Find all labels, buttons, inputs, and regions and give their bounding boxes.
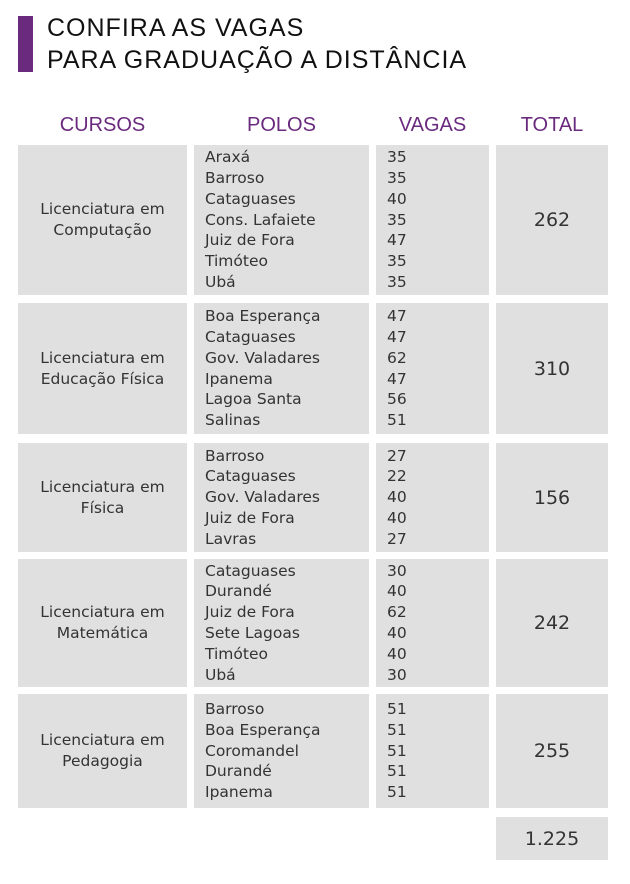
vagas-value: 51 [387,720,407,739]
course-cell: Licenciatura em Computação [18,145,187,295]
course-name-line: Matemática [56,624,149,642]
title-line-2: PARA GRADUAÇÃO A DISTÂNCIA [47,46,468,74]
polo-name: Boa Esperança [205,307,321,326]
vagas-value: 40 [387,508,407,527]
vagas-value: 47 [387,307,407,326]
vagas-value: 47 [387,369,407,388]
vagas-value: 35 [387,148,407,167]
polo-name: Barroso [205,169,265,187]
vagas-value: 40 [387,488,407,507]
vagas-value: 51 [387,700,407,718]
course-name-line: Educação Física [40,369,165,388]
vagas-cell: 51 51 51 51 51 [376,694,489,808]
polo-name: Cataguases [205,467,296,486]
polo-name: Barroso [205,700,265,718]
polo-name: Cataguases [205,327,296,346]
polo-name: Ubá [205,665,236,684]
course-name-line: Licenciatura em [40,731,165,749]
course-name-line: Licenciatura em [40,200,165,218]
polo-name: Boa Esperança [205,720,321,739]
vagas-value: 30 [387,561,407,580]
course-name-line: Licenciatura em [40,477,165,496]
header-total: TOTAL [520,114,584,136]
vagas-value: 40 [387,582,407,601]
polo-name: Barroso [205,446,265,465]
vagas-value: 22 [387,467,407,486]
vagas-value: 35 [387,169,407,187]
vagas-value: 56 [387,390,407,409]
vagas-value: 35 [387,252,407,271]
polo-name: Juiz de Fora [205,508,295,527]
header-polos: POLOS [247,114,316,136]
row-total: 156 [496,443,608,552]
vagas-value: 40 [387,644,407,663]
vagas-value: 40 [387,624,407,642]
vagas-value: 51 [387,741,407,760]
header-vagas: VAGAS [398,114,467,136]
polos-cell: Barroso Cataguases Gov. Valadares Juiz de F… [194,443,369,552]
title-line-1: CONFIRA AS VAGAS [47,14,305,42]
polo-name: Araxá [205,148,251,167]
polo-name: Salinas [205,411,261,430]
vagas-value: 47 [387,327,407,346]
polo-name: Ipanema [205,783,273,802]
vagas-value: 35 [387,272,407,291]
row-total: 310 [496,303,608,434]
vagas-value: 62 [387,348,407,367]
polo-name: Sete Lagoas [205,624,300,642]
course-name-line: Física [80,498,125,517]
course-cell: Licenciatura em Física [18,443,187,552]
course-cell: Licenciatura em Matemática [18,559,187,687]
polo-name: Gov. Valadares [205,488,321,507]
title-accent-bar [18,16,33,72]
polo-name: Ipanema [205,369,273,388]
polos-cell: Cataguases Durandé Juiz de Fora Sete Lagoas… [194,559,369,687]
course-name-line: Licenciatura em [40,603,165,621]
vagas-value: 62 [387,603,407,622]
vagas-value: 51 [387,762,407,781]
polo-name: Cataguases [205,189,296,208]
polo-name: Gov. Valadares [205,348,321,367]
polo-name: Durandé [205,582,272,601]
polos-cell: Boa Esperança Cataguases Gov. Valadares Ipa… [194,303,369,434]
row-total: 262 [496,145,608,295]
course-name-line: Computação [53,221,152,239]
course-name-line: Pedagogia [62,752,143,770]
course-name-line: Licenciatura em [40,348,165,367]
polo-name: Timóteo [205,252,268,271]
vagas-value: 35 [387,210,407,229]
polos-cell: Araxá Barroso Cataguases Cons. Lafaiete Juiz… [194,145,369,295]
vagas-cell: 47 47 62 47 56 51 [376,303,489,434]
vagas-cell: 35 35 40 35 47 35 35 [376,145,489,295]
polo-name: Cons. Lafaiete [205,210,316,229]
polos-cell: Barroso Boa Esperança Coromandel Durandé Ipa… [194,694,369,808]
polo-name: Juiz de Fora [205,603,295,622]
vagas-cell: 27 22 40 40 27 [376,443,489,552]
vagas-value: 27 [387,529,407,548]
vagas-value: 27 [387,446,407,465]
course-cell: Licenciatura em Pedagogia [18,694,187,808]
vagas-cell: 30 40 62 40 40 30 [376,559,489,687]
row-total: 255 [496,694,608,808]
polo-name: Coromandel [205,741,299,760]
polo-name: Lavras [205,529,257,548]
header-cursos: CURSOS [59,114,146,136]
grand-total: 1.225 [496,817,608,860]
vagas-value: 40 [387,189,407,208]
polo-name: Durandé [205,762,272,781]
polo-name: Juiz de Fora [205,231,295,250]
course-cell: Licenciatura em Educação Física [18,303,187,434]
vagas-value: 51 [387,411,407,430]
polo-name: Lagoa Santa [205,390,302,409]
polo-name: Ubá [205,272,236,291]
polo-name: Cataguases [205,561,296,580]
row-total: 242 [496,559,608,687]
vagas-value: 30 [387,665,407,684]
vagas-value: 51 [387,783,407,802]
vagas-value: 47 [387,231,407,250]
polo-name: Timóteo [205,644,268,663]
page-title: CONFIRA AS VAGAS PARA GRADUAÇÃO A DISTÂN… [47,12,467,76]
